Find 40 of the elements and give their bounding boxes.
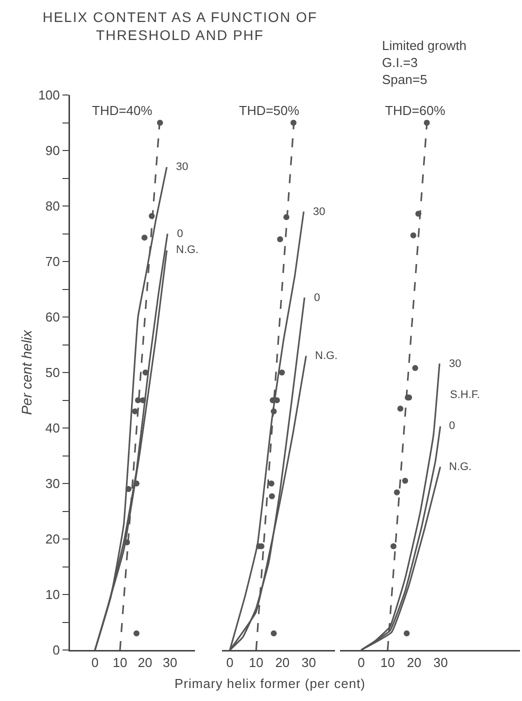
y-tick-label: 40	[45, 420, 60, 436]
chart-title: HELIX CONTENT AS A FUNCTION OF THRESHOLD AND PHF	[42, 8, 318, 44]
series-label: 30	[449, 358, 462, 370]
x-tick-label: 10	[112, 655, 128, 670]
series-label: 0	[449, 420, 456, 432]
x-tick-label: 10	[380, 655, 395, 670]
series-label: N.G.	[449, 461, 472, 473]
annotation: S.H.F.	[450, 389, 480, 401]
series-label: 0	[314, 292, 320, 304]
x-tick-label: 0	[226, 655, 234, 670]
x-tick-label: 30	[301, 655, 316, 670]
series-label: N.G.	[176, 244, 199, 256]
series-label: N.G.	[315, 350, 338, 362]
y-tick-label: 80	[45, 198, 60, 214]
x-tick-label: 10	[248, 655, 264, 670]
y-tick-label: 70	[45, 254, 60, 270]
y-axis-title: Per cent helix	[18, 329, 34, 415]
x-axis-title: Primary helix former (per cent)	[173, 676, 367, 691]
text: THD=60%	[385, 103, 446, 118]
y-tick-label: 100	[38, 88, 60, 103]
x-tick-label: 20	[275, 655, 290, 670]
x-tick-label: 30	[433, 655, 448, 670]
text: THD=40%	[92, 103, 153, 118]
y-tick-label: 30	[45, 476, 60, 492]
text: Limited growth G.I.=3 Span=5	[382, 38, 467, 87]
x-tick-label: 30	[162, 655, 178, 670]
y-tick-label: 50	[45, 365, 60, 380]
x-tick-label: 20	[406, 655, 422, 670]
text: THD=50%	[239, 103, 300, 118]
series-label: 30	[313, 206, 326, 218]
series-label: 0	[177, 228, 184, 240]
y-tick-label: 60	[45, 310, 60, 325]
x-tick-label: 20	[138, 655, 152, 670]
y-tick-label: 90	[45, 143, 60, 158]
x-tick-label: 0	[358, 655, 365, 670]
y-tick-label: 0	[52, 642, 60, 658]
y-tick-label: 20	[45, 532, 60, 547]
y-tick-label: 10	[45, 587, 60, 602]
x-tick-label: 0	[91, 655, 99, 670]
series-label: 30	[176, 161, 188, 173]
